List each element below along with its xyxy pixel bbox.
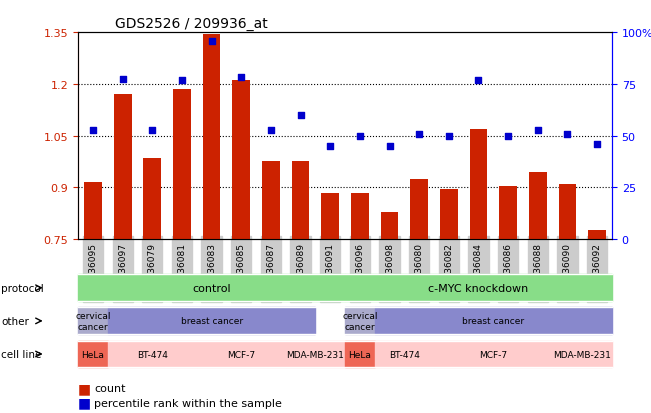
Point [414, 131, 424, 138]
Point [266, 128, 276, 135]
Bar [351, 193, 368, 240]
Point [88, 128, 98, 135]
Bar [143, 159, 161, 240]
Text: BT-474: BT-474 [389, 350, 420, 358]
Text: HeLa: HeLa [81, 350, 104, 358]
Point [236, 74, 247, 81]
Text: MCF-7: MCF-7 [479, 350, 507, 358]
Bar [529, 173, 547, 240]
Text: cervical
cancer: cervical cancer [342, 311, 378, 331]
Text: MDA-MB-231: MDA-MB-231 [553, 350, 611, 358]
Bar [292, 162, 309, 240]
Point [562, 131, 573, 138]
Point [473, 78, 484, 85]
Text: protocol: protocol [1, 283, 44, 293]
Text: HeLa: HeLa [348, 350, 371, 358]
Bar [381, 212, 398, 240]
Bar [322, 193, 339, 240]
Point [147, 128, 158, 135]
Bar [469, 129, 488, 240]
Bar [559, 185, 576, 240]
Bar [232, 81, 250, 240]
Bar [114, 95, 132, 240]
Text: cervical
cancer: cervical cancer [76, 311, 111, 331]
Bar [410, 179, 428, 240]
Bar [173, 90, 191, 240]
Point [296, 112, 306, 119]
Point [384, 143, 395, 150]
Bar [84, 183, 102, 240]
Text: breast cancer: breast cancer [462, 317, 524, 325]
Bar [202, 35, 221, 240]
Text: breast cancer: breast cancer [180, 317, 243, 325]
Point [206, 38, 217, 45]
Text: GDS2526 / 209936_at: GDS2526 / 209936_at [115, 17, 268, 31]
Text: MDA-MB-231: MDA-MB-231 [286, 350, 344, 358]
Text: count: count [94, 383, 126, 393]
Point [592, 142, 602, 148]
Text: percentile rank within the sample: percentile rank within the sample [94, 398, 283, 408]
Point [176, 78, 187, 85]
Text: ■: ■ [78, 381, 91, 395]
Point [443, 133, 454, 140]
Point [325, 143, 335, 150]
Point [533, 128, 543, 135]
Bar [589, 231, 606, 240]
Text: other: other [1, 316, 29, 326]
Point [117, 76, 128, 83]
Text: MCF-7: MCF-7 [227, 350, 255, 358]
Bar [440, 190, 458, 240]
Text: control: control [192, 283, 231, 293]
Text: BT-474: BT-474 [137, 350, 168, 358]
Bar [499, 186, 517, 240]
Text: cell line: cell line [1, 349, 42, 359]
Point [355, 133, 365, 140]
Point [503, 133, 514, 140]
Text: c-MYC knockdown: c-MYC knockdown [428, 283, 529, 293]
Bar [262, 162, 280, 240]
Text: ■: ■ [78, 396, 91, 410]
